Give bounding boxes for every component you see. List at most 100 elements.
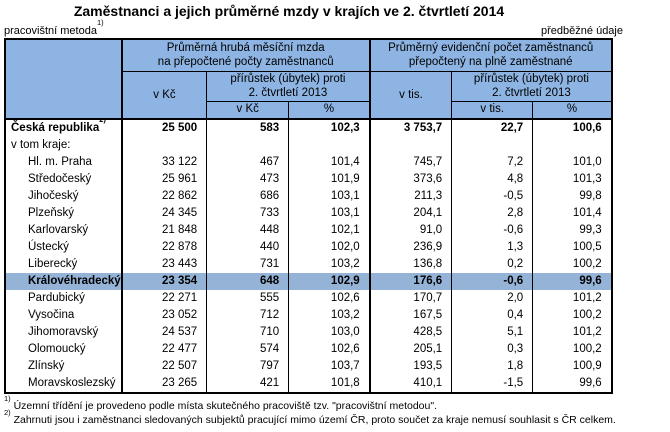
employees-delta-ths-cell: 22,7 — [451, 119, 533, 137]
employees-ths-cell: 170,7 — [368, 290, 452, 307]
employees-delta-pct-cell: 100,9 — [532, 358, 612, 375]
employees-ths-cell — [368, 137, 452, 154]
employees-ths-cell: 204,1 — [368, 205, 452, 222]
employees-delta-ths-cell: -0,6 — [451, 222, 533, 239]
wage-delta-pct-cell: 102,6 — [288, 341, 370, 358]
footnote: 2) Zahrnuti jsou i zaměstnanci sledovaný… — [4, 408, 670, 427]
wage-czk-cell: 23 052 — [120, 307, 207, 324]
employees-delta-pct-cell: 101,3 — [532, 171, 612, 188]
wage-delta-pct-cell: 101,9 — [288, 171, 370, 188]
region-name-cell: Hl. m. Praha — [28, 156, 92, 168]
employees-delta-ths-cell: -1,5 — [451, 375, 533, 393]
footnotes: 1) Územní třídění je provedeno podle mís… — [4, 394, 670, 427]
wage-delta-czk-cell: 686 — [206, 188, 289, 205]
employees-delta-ths-cell: 0,4 — [451, 307, 533, 324]
delta-header-employees: přírůstek (úbytek) proti 2. čtvrtletí 20… — [451, 70, 613, 102]
footnote-text: Územní třídění je provedeno podle místa … — [13, 400, 437, 412]
table-row: Jihomoravský 24 537 710 103,0 428,5 5,1 … — [5, 324, 612, 341]
table-row: Středočeský 25 961 473 101,9 373,6 4,8 1… — [5, 171, 612, 188]
employees-ths-cell: 193,5 — [368, 358, 452, 375]
employees-ths-cell: 428,5 — [368, 324, 452, 341]
wage-delta-czk-cell: 583 — [206, 119, 289, 137]
employees-ths-cell: 745,7 — [368, 154, 452, 171]
wage-delta-czk-cell: 648 — [206, 273, 289, 290]
table-row: Jihočeský 22 862 686 103,1 211,3 -0,5 99… — [5, 188, 612, 205]
employees-delta-pct-cell: 100,5 — [532, 239, 612, 256]
wage-czk-cell: 22 507 — [120, 358, 207, 375]
wage-czk-cell: 24 345 — [120, 205, 207, 222]
wage-delta-czk-cell: 710 — [206, 324, 289, 341]
wage-delta-pct-cell: 102,1 — [288, 222, 370, 239]
employees-delta-pct-cell: 100,2 — [532, 307, 612, 324]
page-title: Zaměstnanci a jejich průměrné mzdy v kra… — [73, 3, 505, 19]
employees-delta-ths-cell — [451, 137, 533, 154]
table-row: Pardubický 22 271 555 102,6 170,7 2,0 10… — [5, 290, 612, 307]
table-row: Plzeňský 24 345 733 103,1 204,1 2,8 101,… — [5, 205, 612, 222]
table-row: Moravskoslezský 23 265 421 101,8 410,1 -… — [5, 375, 612, 393]
region-name-cell: Liberecký — [28, 258, 78, 270]
sub-header-emp-pct: % — [532, 100, 613, 120]
employees-ths-cell: 236,9 — [368, 239, 452, 256]
wage-czk-cell: 22 271 — [120, 290, 207, 307]
wage-delta-czk-cell: 731 — [206, 256, 289, 273]
employees-delta-pct-cell: 99,6 — [532, 273, 612, 290]
group-header-wage: Průměrná hrubá měsíční mzda na přepočten… — [120, 38, 371, 72]
wage-czk-cell: 23 443 — [120, 256, 207, 273]
wage-delta-czk-cell: 797 — [206, 358, 289, 375]
employees-ths-cell: 91,0 — [368, 222, 452, 239]
method-note: pracovištní metoda1) — [4, 18, 104, 37]
wage-czk-cell: 23 354 — [120, 273, 207, 290]
wage-delta-pct-cell — [288, 137, 370, 154]
wage-czk-cell: 21 848 — [120, 222, 207, 239]
wage-delta-czk-cell — [206, 137, 289, 154]
wage-table: Průměrná hrubá měsíční mzda na přepočten… — [4, 38, 613, 394]
wage-delta-pct-cell: 103,2 — [288, 256, 370, 273]
region-name-cell: Středočeský — [28, 173, 92, 185]
wage-czk-cell: 22 862 — [120, 188, 207, 205]
employees-ths-cell: 410,1 — [368, 375, 452, 393]
employees-ths-cell: 136,8 — [368, 256, 452, 273]
subheader: pracovištní metoda1) předběžné údaje — [4, 18, 623, 37]
wage-delta-czk-cell: 473 — [206, 171, 289, 188]
sub-header-wage-pct: % — [288, 100, 371, 120]
wage-czk-cell: 23 265 — [120, 375, 207, 393]
region-name-cell: Ústecký — [28, 241, 69, 253]
employees-delta-ths-cell: 1,3 — [451, 239, 533, 256]
employees-delta-ths-cell: 7,2 — [451, 154, 533, 171]
employees-ths-cell: 373,6 — [368, 171, 452, 188]
delta-header-wage: přírůstek (úbytek) proti 2. čtvrtletí 20… — [206, 70, 371, 102]
employees-ths-cell: 176,6 — [368, 273, 452, 290]
unit-header-czk: v Kč — [120, 70, 208, 120]
employees-delta-ths-cell: 0,3 — [451, 341, 533, 358]
wage-czk-cell: 25 961 — [120, 171, 207, 188]
employees-delta-pct-cell: 99,6 — [532, 375, 612, 393]
employees-delta-pct-cell: 101,2 — [532, 324, 612, 341]
wage-czk-cell — [120, 137, 207, 154]
wage-czk-cell: 25 500 — [120, 119, 207, 137]
wage-delta-pct-cell: 102,6 — [288, 290, 370, 307]
table-row: Královéhradecký 23 354 648 102,9 176,6 -… — [5, 273, 612, 290]
employees-delta-pct-cell: 100,2 — [532, 341, 612, 358]
wage-delta-pct-cell: 103,0 — [288, 324, 370, 341]
region-name-cell: Karlovarský — [28, 224, 89, 236]
employees-delta-pct-cell: 99,8 — [532, 188, 612, 205]
footnote-text: Zahrnuti jsou i zaměstnanci sledovaných … — [13, 414, 616, 426]
region-name-cell: Zlínský — [28, 360, 65, 372]
table-row: Vysočina 23 052 712 103,2 167,5 0,4 100,… — [5, 307, 612, 324]
wage-delta-pct-cell: 102,3 — [288, 119, 370, 137]
sub-header-emp-ths: v tis. — [451, 100, 534, 120]
wage-czk-cell: 33 122 — [120, 154, 207, 171]
table-row: Liberecký 23 443 731 103,2 136,8 0,2 100… — [5, 256, 612, 273]
wage-czk-cell: 24 537 — [120, 324, 207, 341]
footnote-sup: 2) — [4, 407, 11, 417]
employees-delta-pct-cell: 101,0 — [532, 154, 612, 171]
wage-delta-pct-cell: 103,1 — [288, 188, 370, 205]
table-row: Ústecký 22 878 440 102,0 236,9 1,3 100,5 — [5, 239, 612, 256]
employees-delta-ths-cell: -0,5 — [451, 188, 533, 205]
employees-delta-pct-cell: 100,2 — [532, 256, 612, 273]
wage-delta-pct-cell: 101,4 — [288, 154, 370, 171]
employees-delta-ths-cell: 0,2 — [451, 256, 533, 273]
employees-delta-ths-cell: 5,1 — [451, 324, 533, 341]
table-row: Olomoucký 22 477 574 102,6 205,1 0,3 100… — [5, 341, 612, 358]
